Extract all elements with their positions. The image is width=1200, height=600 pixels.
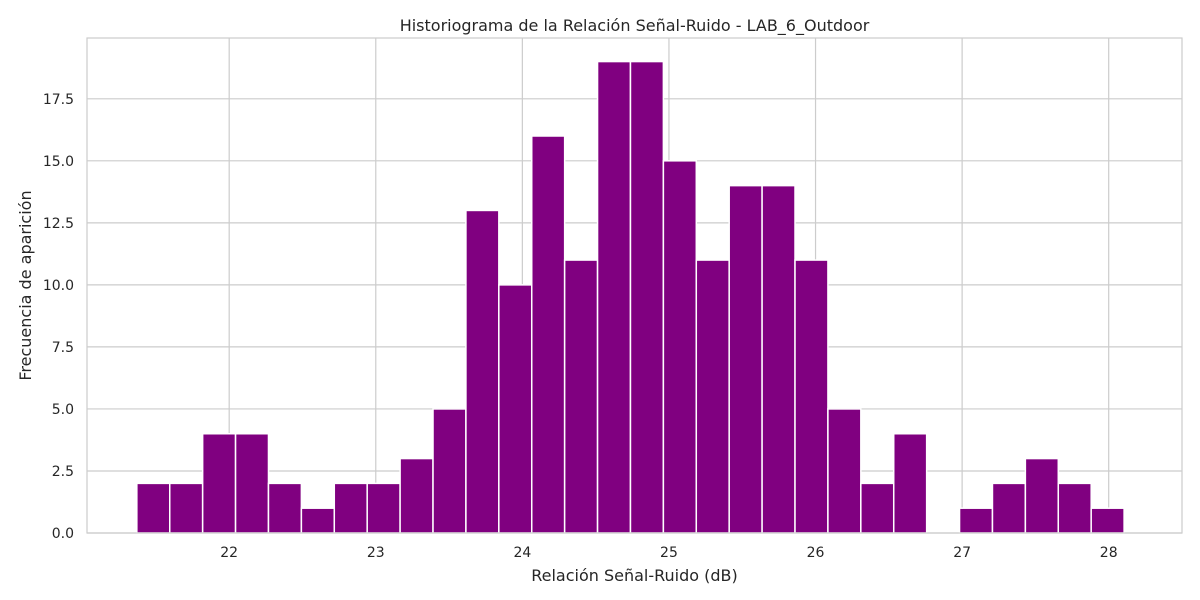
histogram-bar: [399, 457, 434, 534]
histogram-bar: [234, 433, 270, 534]
histogram-bar: [794, 259, 829, 534]
histogram-bar: [728, 184, 763, 534]
histogram-bar: [991, 482, 1027, 534]
bars: [136, 60, 1125, 534]
histogram-bar: [267, 482, 303, 534]
histogram-bar: [201, 433, 237, 534]
x-tick-label: 22: [220, 545, 238, 561]
histogram-bar: [695, 259, 730, 534]
y-tick-label: 12.5: [43, 216, 74, 232]
y-tick-label: 15.0: [43, 154, 74, 170]
histogram-bar: [333, 482, 368, 534]
histogram-bar: [530, 135, 566, 534]
histogram-bar: [892, 433, 928, 534]
histogram-bar: [168, 482, 204, 534]
histogram-bar: [662, 160, 698, 534]
histogram-bar: [432, 408, 467, 534]
histogram-bar: [1024, 457, 1060, 534]
y-tick-label: 17.5: [43, 92, 74, 108]
histogram-bar: [366, 482, 401, 534]
x-tick-label: 25: [660, 545, 678, 561]
histogram-bar: [300, 507, 336, 534]
y-tick-label: 2.5: [52, 464, 74, 480]
x-tick-label: 23: [367, 545, 385, 561]
y-tick-label: 5.0: [52, 402, 74, 418]
x-axis-title: Relación Señal-Ruido (dB): [531, 566, 738, 585]
plot-frame: [86, 37, 1183, 534]
histogram-bar: [1057, 482, 1092, 534]
y-tick-label: 0.0: [52, 526, 74, 542]
histogram-bar: [761, 184, 796, 534]
histogram-bar: [465, 209, 500, 534]
x-tick-label: 27: [953, 545, 971, 561]
histogram-bar: [596, 60, 632, 534]
x-tick-label: 28: [1100, 545, 1118, 561]
x-tick-label: 24: [513, 545, 531, 561]
histogram-bar: [136, 482, 171, 534]
histogram-bar: [827, 408, 862, 534]
histogram-bar: [563, 259, 599, 534]
x-tick-labels: 22 23 24 25 26 27 28: [220, 545, 1117, 561]
y-tick-label: 10.0: [43, 278, 74, 294]
y-tick-label: 7.5: [52, 340, 74, 356]
x-tick-label: 26: [807, 545, 825, 561]
histogram-bar: [958, 507, 994, 534]
chart-title: Historiograma de la Relación Señal-Ruido…: [400, 16, 870, 36]
histogram-bar: [1090, 507, 1125, 534]
histogram-bar: [860, 482, 895, 534]
y-tick-labels: 0.0 2.5 5.0 7.5 10.0 12.5 15.0 17.5: [43, 92, 74, 542]
histogram-bar: [629, 60, 665, 534]
histogram-bar: [498, 284, 533, 534]
y-axis-title: Frecuencia de aparición: [16, 190, 35, 380]
